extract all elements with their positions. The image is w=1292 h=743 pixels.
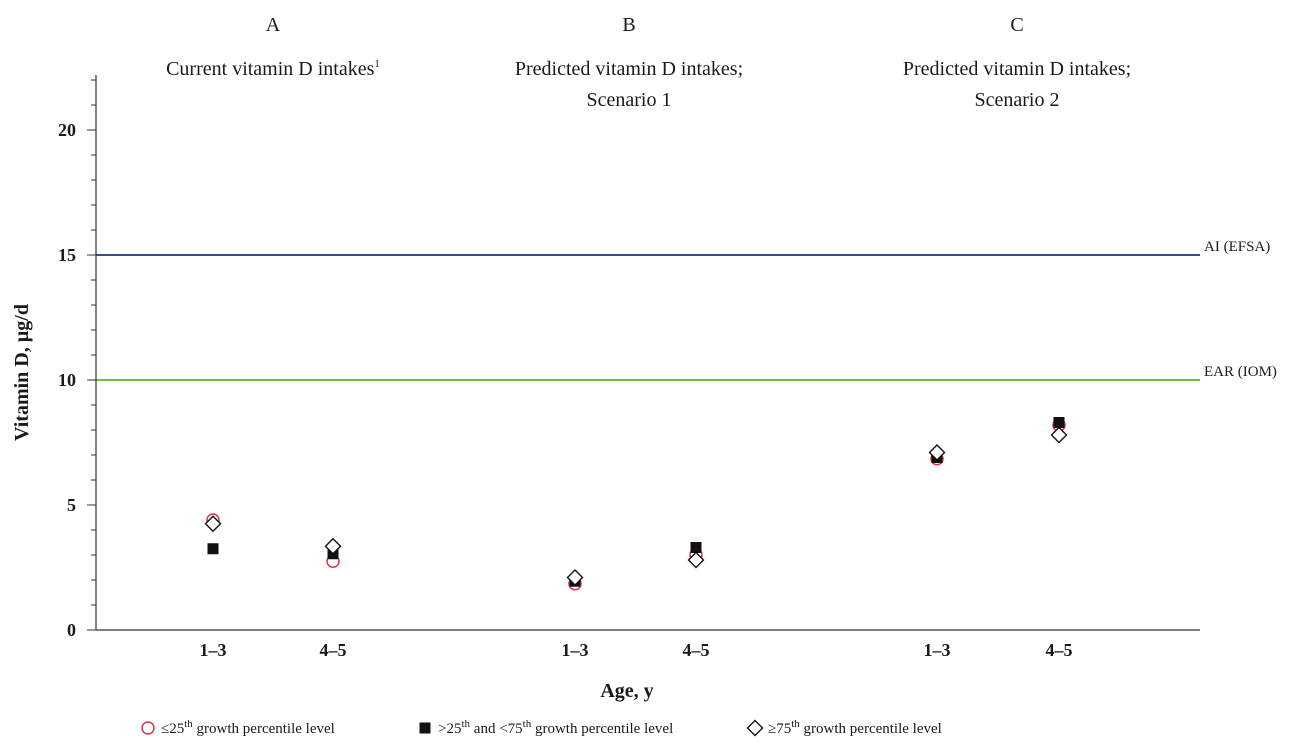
x-tick-label: 1–3: [562, 640, 589, 660]
legend-text-part: and <75: [470, 721, 523, 737]
data-point-square: [690, 542, 702, 553]
y-tick-label: 15: [58, 245, 76, 265]
legend-marker-square: [419, 722, 431, 734]
legend-text-part: >25: [438, 721, 461, 737]
data-point-diamond: [1050, 426, 1068, 444]
x-tick-label: 1–3: [200, 640, 227, 660]
legend-entry: >25th and <75th growth percentile level: [438, 718, 673, 737]
reference-label-1: EAR (IOM): [1204, 364, 1277, 380]
data-point-diamond: [928, 444, 946, 461]
panel-title: Predicted vitamin D intakes;: [903, 58, 1131, 80]
panel-title: Scenario 2: [975, 89, 1060, 111]
panel-title-text: Scenario 2: [975, 89, 1060, 111]
data-point-diamond: [204, 515, 222, 533]
data-point-diamond: [324, 537, 342, 555]
x-tick-label: 4–5: [320, 640, 347, 660]
panel-letter: A: [266, 14, 281, 36]
legend-text-sup: th: [461, 718, 470, 730]
legend-text-sup: th: [523, 718, 532, 730]
legend-text-part: ≤25: [161, 721, 184, 737]
legend-text-sup: th: [184, 718, 193, 730]
legend-text-part: ≥75: [768, 721, 791, 737]
panel-title-footnote: 1: [374, 58, 380, 70]
data-point-square: [207, 543, 219, 555]
data-point-diamond: [687, 551, 705, 569]
y-tick-label: 5: [67, 495, 76, 515]
data-point-square: [1053, 417, 1065, 428]
legend-text-part: growth percentile level: [531, 721, 673, 737]
x-tick-label: 4–5: [683, 640, 710, 660]
y-tick-label: 20: [58, 120, 76, 140]
legend-entry: ≥75th growth percentile level: [768, 718, 942, 737]
panel-title: Scenario 1: [587, 89, 672, 111]
legend-marker-circle: [141, 721, 155, 735]
y-tick-label: 0: [67, 620, 76, 640]
y-tick-label: 10: [58, 370, 76, 390]
panel-title-text: Predicted vitamin D intakes;: [515, 58, 743, 80]
x-tick-label: 1–3: [924, 640, 951, 660]
reference-label-0: AI (EFSA): [1204, 239, 1270, 255]
legend-text-part: growth percentile level: [193, 721, 335, 737]
panel-letter: C: [1010, 14, 1023, 36]
panel-title: Predicted vitamin D intakes;: [515, 58, 743, 80]
panel-title-text: Current vitamin D intakes: [166, 58, 375, 80]
legend-text-part: growth percentile level: [800, 721, 942, 737]
legend-entry: ≤25th growth percentile level: [161, 718, 335, 737]
panel-title: Current vitamin D intakes1: [166, 58, 380, 80]
panel-title-text: Predicted vitamin D intakes;: [903, 58, 1131, 80]
panel-title-text: Scenario 1: [587, 89, 672, 111]
legend-marker-diamond: [746, 719, 764, 737]
legend-text-sup: th: [791, 718, 800, 730]
x-axis-title: Age, y: [600, 680, 653, 702]
x-tick-label: 4–5: [1046, 640, 1073, 660]
data-point-diamond: [566, 569, 584, 586]
y-axis-title: Vitamin D, µg/d: [11, 304, 33, 441]
panel-letter: B: [622, 14, 635, 36]
